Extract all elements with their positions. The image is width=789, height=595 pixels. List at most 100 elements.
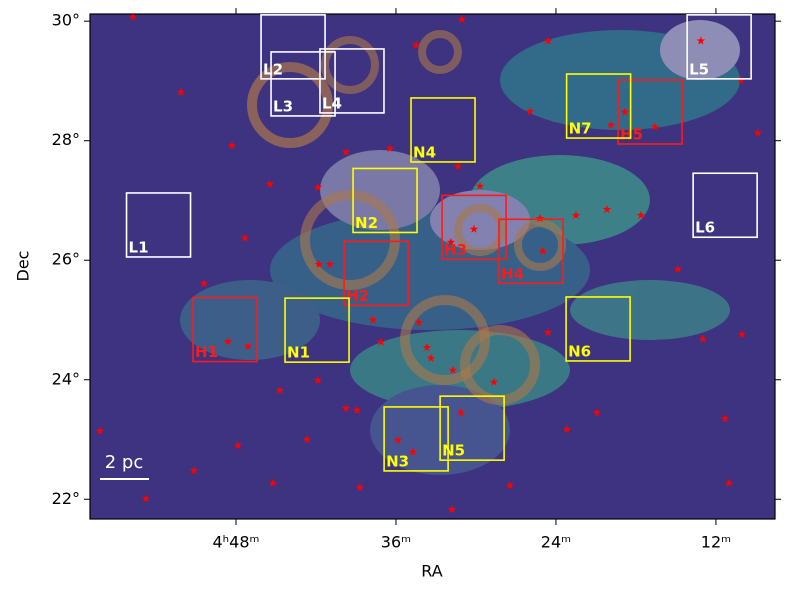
star (453, 161, 463, 170)
shell (454, 204, 506, 256)
shell (300, 190, 400, 290)
region-label: H3 (444, 241, 467, 259)
star (141, 494, 151, 503)
star (636, 210, 646, 219)
star (592, 408, 602, 417)
star (456, 408, 466, 417)
y-tick-label: 30° (52, 11, 80, 30)
region-label: N2 (355, 214, 378, 232)
region-box (617, 79, 683, 145)
nebula (570, 280, 730, 340)
star (475, 181, 485, 190)
star (265, 179, 275, 188)
star (698, 334, 708, 343)
region-box (319, 48, 385, 114)
star (602, 204, 612, 214)
star (696, 36, 706, 45)
shell (247, 62, 333, 148)
star (325, 259, 335, 268)
region-box (192, 296, 258, 363)
star (176, 87, 186, 96)
y-tick-label: 28° (52, 130, 80, 149)
region-label: H5 (620, 126, 643, 144)
region-box (270, 51, 336, 117)
region-label: N1 (287, 344, 310, 362)
y-tick-label: 22° (52, 489, 80, 508)
region-box (284, 297, 350, 363)
star (606, 120, 616, 129)
x-axis-label: RA (421, 562, 442, 581)
region-label: N6 (568, 342, 591, 360)
region-label: H2 (346, 287, 369, 305)
star (313, 375, 323, 384)
region-box (410, 97, 476, 163)
star (505, 481, 515, 490)
star (543, 328, 553, 337)
star (341, 403, 351, 413)
star (314, 259, 324, 268)
shell (400, 295, 490, 385)
star (724, 478, 734, 487)
star (240, 233, 250, 242)
star (571, 210, 581, 219)
star (341, 147, 351, 156)
star (737, 329, 747, 338)
star (385, 144, 395, 153)
region-box (125, 192, 192, 258)
star (223, 337, 233, 346)
star (753, 128, 763, 137)
region-box (692, 172, 758, 239)
star (535, 213, 545, 222)
star (620, 107, 630, 116)
star (95, 426, 105, 435)
region-box (565, 296, 631, 362)
region-box (439, 395, 505, 461)
x-tick-label: 4ʰ48ᵐ (212, 533, 259, 552)
star (233, 441, 243, 450)
shell (418, 30, 462, 74)
region-box (352, 167, 418, 234)
x-tick-label: 12ᵐ (701, 533, 731, 552)
star (525, 106, 535, 116)
region-label: N7 (569, 120, 592, 138)
nebula (350, 330, 570, 410)
nebula (660, 20, 740, 80)
region-label: L5 (689, 60, 709, 78)
star (562, 424, 572, 433)
region-box (686, 14, 752, 80)
star (673, 264, 683, 273)
shell (514, 219, 566, 271)
star (313, 182, 323, 191)
region-label: N4 (413, 143, 436, 161)
star (489, 377, 499, 386)
star (368, 315, 378, 324)
star (426, 353, 436, 362)
region-box (343, 240, 409, 307)
star (376, 337, 386, 346)
star (199, 279, 209, 288)
star (275, 386, 285, 395)
star (411, 40, 421, 49)
region-box (260, 14, 326, 80)
y-tick-label: 24° (52, 369, 80, 388)
star (457, 14, 467, 23)
star (227, 141, 237, 150)
region-label: L4 (322, 94, 342, 112)
star (448, 365, 458, 374)
region-label: N3 (386, 452, 409, 470)
markers: L2 L3 L4 L1 L5 L6 H5 N7 N4 N2 H3 H4 H2 H1 N1 N6 N3 N5 (95, 14, 763, 514)
region-label: L2 (263, 60, 283, 78)
region-box (383, 406, 449, 472)
star (355, 482, 365, 491)
star (469, 224, 479, 233)
star (268, 478, 278, 487)
region-box (441, 194, 507, 261)
x-tick-label: 24ᵐ (541, 533, 571, 552)
region-label: N5 (442, 442, 465, 460)
region-label: L1 (129, 238, 149, 256)
x-tick-label: 36ᵐ (381, 533, 411, 552)
star (720, 414, 730, 423)
star (650, 122, 660, 131)
region-box (498, 218, 564, 285)
